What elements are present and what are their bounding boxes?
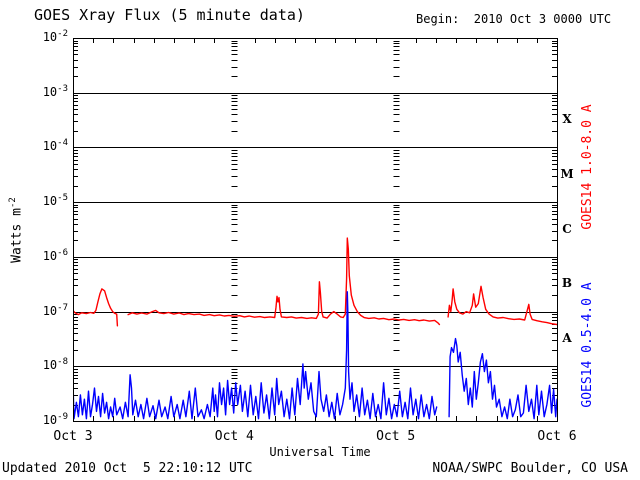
flare-class-m: M: [560, 166, 574, 181]
y-tick-label: 10-5: [42, 193, 68, 209]
gridlines: [73, 93, 557, 367]
x-tick-label: Oct 4: [214, 429, 254, 444]
y-axis-title-text: Watts m: [9, 208, 25, 263]
y-axis-title: Watts m-2: [8, 178, 24, 282]
source-credit: NOAA/SWPC Boulder, CO USA: [432, 461, 628, 476]
legend-short-channel: GOES14 0.5-4.0 A: [580, 282, 595, 408]
y-tick-label: 10-6: [42, 247, 68, 263]
begin-timestamp: Begin: 2010 Oct 3 0000 UTC: [416, 12, 612, 26]
y-tick-label: 10-3: [42, 83, 68, 99]
y-tick-label: 10-8: [42, 357, 68, 373]
x-tick-label: Oct 5: [376, 429, 416, 444]
updated-timestamp: Updated 2010 Oct 5 22:10:12 UTC: [2, 461, 253, 476]
flare-class-b: B: [561, 276, 573, 291]
x-tick-label: Oct 6: [537, 429, 577, 444]
y-tick-label: 10-9: [42, 412, 68, 427]
axis-ticks: [73, 38, 557, 421]
y-axis-title-exponent: -2: [8, 197, 18, 209]
flare-class-c: C: [562, 221, 572, 236]
chart-title: GOES Xray Flux (5 minute data): [34, 6, 305, 24]
data-series: [73, 237, 557, 420]
flare-class-x: X: [562, 112, 572, 127]
legend-long-channel: GOES14 1.0-8.0 A: [580, 104, 595, 230]
series-short: [73, 291, 557, 420]
x-tick-label: Oct 3: [53, 429, 93, 444]
flare-class-a: A: [562, 330, 572, 345]
x-axis-title: Universal Time: [269, 445, 371, 459]
series-long: [73, 237, 557, 327]
plot-frame: [73, 38, 558, 422]
y-tick-label: 10-4: [42, 138, 68, 154]
frame-rect: [73, 38, 558, 422]
y-tick-label: 10-2: [42, 29, 68, 44]
y-tick-label: 10-7: [42, 302, 68, 318]
